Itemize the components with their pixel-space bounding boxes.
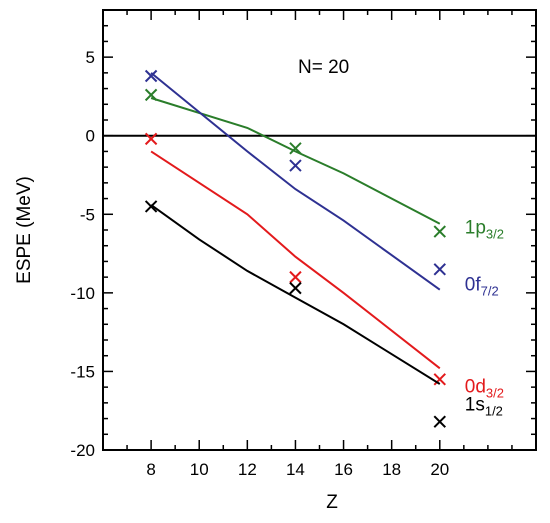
y-tick-label: 5 [86,48,95,67]
series-line-1s-1-2 [150,204,441,385]
series-label-1s-1-2: 1s1/2 [465,395,503,419]
x-tick-label: 20 [430,460,449,479]
data-point-1s-1-2 [433,415,446,428]
data-point-0f-7-2 [289,159,302,172]
x-tick-label: 18 [382,460,401,479]
data-point-0d-3-2 [433,373,446,386]
data-point-1s-1-2 [144,200,158,213]
data-point-1p-3-2 [289,142,302,155]
chart-annotation: N= 20 [298,57,349,78]
x-axis-label: Z [326,492,338,513]
y-tick-label: -5 [80,205,95,224]
data-point-0f-7-2 [144,69,158,83]
x-tick-label: 8 [146,460,155,479]
y-tick-label: -10 [70,284,95,303]
y-tick-label: -20 [70,441,95,460]
data-point-0d-3-2 [144,132,158,146]
y-tick-label: 0 [86,127,95,146]
series-line-1p-3-2 [150,97,441,225]
x-tick-label: 10 [190,460,209,479]
data-point-1p-3-2 [144,88,158,102]
y-tick-label: -15 [70,362,95,381]
y-axis-label: ESPE (MeV) [14,176,35,284]
series-line-0f-7-2 [150,72,441,291]
x-tick-label: 16 [334,460,353,479]
series-label-0f-7-2: 0f7/2 [465,274,499,298]
x-tick-label: 12 [238,460,257,479]
series-label-0d-3-2: 0d3/2 [465,376,504,400]
series-line-0d-3-2 [150,150,441,370]
x-tick-label: 14 [286,460,305,479]
data-point-0d-3-2 [289,270,302,284]
data-point-1p-3-2 [433,225,446,238]
data-point-1s-1-2 [289,281,302,295]
series-label-1p-3-2: 1p3/2 [465,218,504,242]
data-point-0f-7-2 [433,263,446,276]
